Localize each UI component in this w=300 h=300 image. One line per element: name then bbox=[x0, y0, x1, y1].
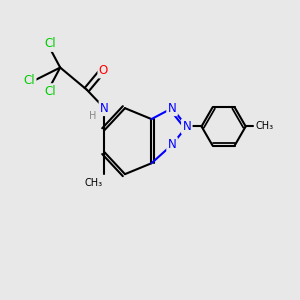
Text: N: N bbox=[168, 138, 176, 151]
Text: Cl: Cl bbox=[23, 74, 35, 87]
Text: CH₃: CH₃ bbox=[255, 122, 273, 131]
Text: CH₃: CH₃ bbox=[85, 178, 103, 188]
Text: O: O bbox=[99, 64, 108, 77]
Text: N: N bbox=[182, 120, 191, 133]
Text: Cl: Cl bbox=[44, 38, 56, 50]
Text: N: N bbox=[168, 102, 176, 115]
Text: H: H bbox=[89, 110, 97, 121]
Text: Cl: Cl bbox=[44, 85, 56, 98]
Text: N: N bbox=[100, 102, 109, 115]
